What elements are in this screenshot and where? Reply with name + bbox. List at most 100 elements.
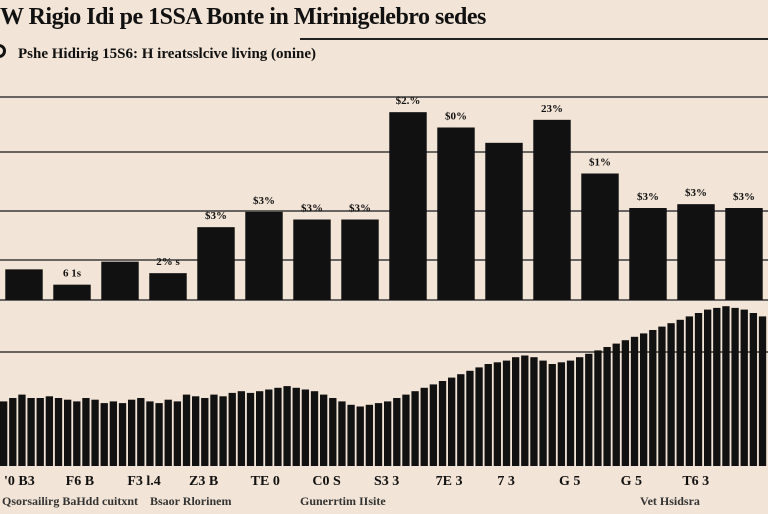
small-bar-14 — [128, 399, 136, 466]
small-bar-42 — [384, 401, 392, 466]
x-tick-label: G 5 — [620, 474, 643, 489]
bar-label-8: $2.% — [396, 95, 421, 107]
small-bar-46 — [420, 387, 428, 466]
small-bar-79 — [722, 306, 730, 466]
small-bar-53 — [484, 364, 492, 466]
x-tick-label: 7 3 — [497, 474, 515, 489]
bar-label-3: 2% s — [156, 256, 180, 268]
small-bar-11 — [100, 403, 108, 466]
chart-title: W Rigio Idi pe 1SSA Bonte in Mirinigeleb… — [0, 4, 486, 30]
bar-7 — [341, 219, 379, 300]
small-bar-9 — [82, 398, 90, 466]
small-bar-41 — [374, 403, 383, 466]
bar-2 — [101, 261, 139, 300]
small-bar-62 — [566, 360, 575, 466]
small-bar-17 — [155, 403, 163, 466]
small-bar-12 — [109, 401, 118, 466]
small-bar-69 — [630, 336, 639, 466]
small-bar-81 — [740, 309, 748, 466]
bar-8 — [389, 112, 427, 301]
small-bar-39 — [356, 406, 364, 466]
small-bar-80 — [731, 307, 739, 466]
x-tick-label: '0 B3 — [4, 474, 35, 489]
small-bar-68 — [621, 340, 630, 466]
small-bar-71 — [649, 330, 657, 466]
x-tick-label: S3 3 — [374, 474, 400, 489]
small-bar-76 — [694, 313, 703, 466]
small-bar-19 — [173, 401, 182, 466]
bar-6 — [293, 219, 331, 300]
small-bar-50 — [457, 374, 465, 466]
small-bar-1 — [9, 398, 17, 466]
bar-11 — [533, 119, 571, 300]
bar-14 — [677, 204, 715, 300]
bar-5 — [245, 211, 283, 300]
small-bar-45 — [411, 391, 419, 466]
small-bar-6 — [54, 398, 63, 466]
bar-4 — [197, 227, 235, 300]
chart-subtitle: Pshe Hidirig 15S6: H ireatsslcive living… — [18, 46, 317, 62]
small-bar-61 — [557, 362, 566, 466]
x-tick-label: F6 B — [65, 474, 95, 489]
title-divider — [300, 38, 768, 40]
small-bar-2 — [18, 394, 26, 466]
small-bar-13 — [118, 403, 127, 466]
x-tick-label: TE 0 — [250, 474, 280, 489]
small-bar-38 — [347, 404, 355, 466]
small-bar-48 — [438, 381, 447, 466]
small-bar-52 — [475, 367, 483, 466]
footer-note: Vet Hsidsra — [640, 494, 700, 508]
footer-note: Bsaor Rlorinem — [150, 494, 232, 508]
small-bar-16 — [146, 401, 154, 466]
bar-12 — [581, 173, 619, 300]
bar-label-14: $3% — [685, 187, 707, 199]
small-bar-43 — [393, 398, 401, 466]
small-bar-63 — [576, 357, 584, 466]
bar-label-11: 23% — [541, 103, 563, 115]
small-bar-20 — [182, 394, 191, 466]
bar-label-9: $0% — [445, 111, 467, 123]
small-bar-25 — [228, 392, 236, 466]
small-bar-35 — [320, 394, 328, 466]
footer-note: Qsorsailirg BaHdd cuitxnt — [2, 494, 139, 508]
small-bar-49 — [448, 377, 456, 466]
bar-label-6: $3% — [301, 203, 323, 215]
small-bar-34 — [310, 391, 319, 466]
small-bar-58 — [530, 357, 538, 466]
bar-label-4: $3% — [205, 210, 227, 222]
small-bar-44 — [402, 394, 410, 466]
small-bar-31 — [283, 386, 291, 466]
small-bar-72 — [658, 326, 666, 466]
footer-notes: Qsorsailirg BaHdd cuitxnt Bsaor Rlorinem G… — [0, 494, 768, 514]
bar-label-1: 6 1s — [63, 268, 82, 280]
small-bar-32 — [292, 387, 300, 466]
small-bar-4 — [36, 398, 44, 466]
small-bar-29 — [265, 389, 273, 466]
small-bar-24 — [219, 396, 227, 466]
small-bar-73 — [667, 323, 675, 466]
small-bar-59 — [539, 360, 547, 466]
bar-3 — [149, 273, 187, 300]
small-bar-21 — [192, 396, 200, 466]
small-bar-70 — [640, 333, 648, 466]
small-bar-27 — [246, 392, 255, 466]
bar-label-7: $3% — [349, 203, 371, 215]
small-bar-0 — [0, 401, 8, 466]
x-tick-label: G 5 — [559, 474, 581, 489]
small-bar-22 — [201, 398, 209, 466]
small-bar-36 — [329, 398, 337, 466]
bar-10 — [485, 142, 523, 300]
bar-label-5: $3% — [253, 195, 275, 207]
small-bar-28 — [256, 391, 264, 466]
small-bar-75 — [685, 316, 694, 466]
bar-label-13: $3% — [637, 191, 659, 203]
x-tick-label: T6 3 — [682, 474, 710, 489]
x-tick-label: Z3 B — [189, 474, 219, 489]
bar-0 — [5, 269, 43, 300]
small-bar-66 — [603, 347, 611, 466]
small-bar-8 — [73, 401, 81, 466]
bar-13 — [629, 208, 667, 300]
small-bar-23 — [210, 394, 218, 466]
small-bar-47 — [429, 384, 438, 466]
